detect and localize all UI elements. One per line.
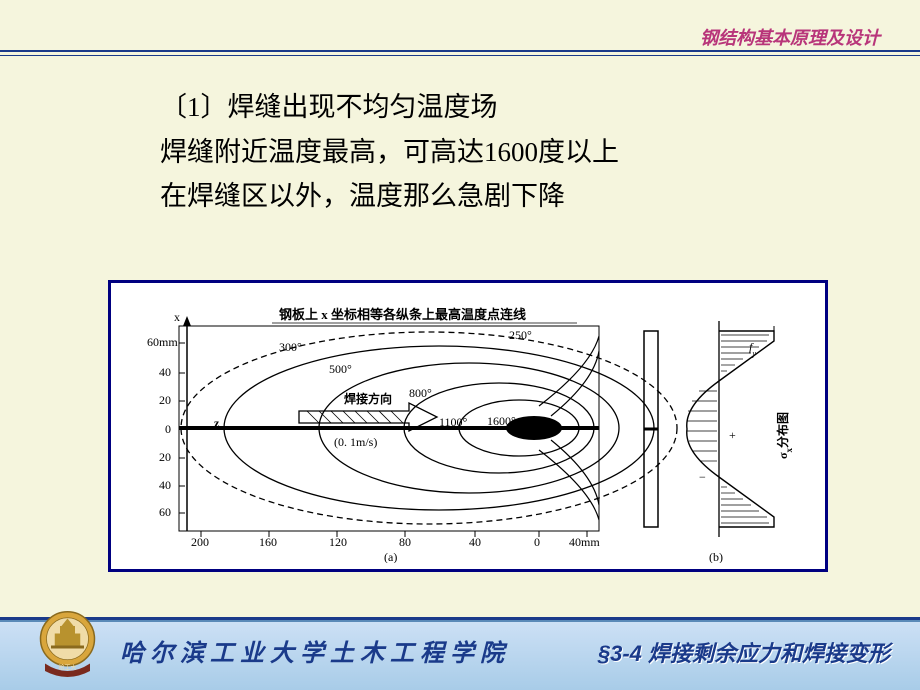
zt0: 200 — [191, 535, 209, 549]
xt6: 60 — [159, 505, 171, 519]
chart-title: 钢板上 x 坐标相等各纵条上最高温度点连线 — [279, 307, 526, 322]
university-seal-icon: 哈工大 — [30, 605, 105, 680]
xt2: 20 — [159, 393, 171, 407]
zt4: 40 — [469, 535, 481, 549]
panel-a-label: (a) — [384, 550, 397, 563]
x-axis-label: x — [174, 310, 180, 324]
zt3: 80 — [399, 535, 411, 549]
iso-500: 500° — [329, 362, 352, 376]
xt3: 0 — [165, 422, 171, 436]
main-text: 〔1〕焊缝出现不均匀温度场 焊缝附近温度最高，可高达1600度以上 在焊缝区以外… — [160, 85, 619, 219]
iso-800: 800° — [409, 386, 432, 400]
university-name: 哈 尔 滨 工 业 大 学 土 木 工 程 学 院 — [120, 633, 504, 668]
text-line-1: 〔1〕焊缝出现不均匀温度场 — [160, 85, 619, 130]
xt0: 60mm — [147, 335, 178, 349]
temperature-field-diagram: x z 焊接方向 (0. 1m/s) — [119, 291, 819, 563]
text-line-3: 在焊缝区以外，温度那么急剧下降 — [160, 174, 619, 219]
welding-direction-label: 焊接方向 — [344, 391, 392, 406]
zt1: 160 — [259, 535, 277, 549]
welding-speed-label: (0. 1m/s) — [334, 435, 377, 449]
iso-1100: 1100° — [439, 415, 468, 429]
header-rule-2 — [0, 55, 920, 56]
zt2: 120 — [329, 535, 347, 549]
minus-label: − — [699, 470, 706, 484]
sigma-label: σx分布图 — [775, 412, 794, 459]
zt5: 0 — [534, 535, 540, 549]
xt1: 40 — [159, 365, 171, 379]
z-axis-label: z — [214, 416, 220, 430]
iso-300: 300° — [279, 340, 302, 354]
figure-inner: x z 焊接方向 (0. 1m/s) — [119, 291, 817, 561]
zt6: 40mm — [569, 535, 600, 549]
text-line-2: 焊缝附近温度最高，可高达1600度以上 — [160, 130, 619, 175]
xt4: 20 — [159, 450, 171, 464]
header-rule-1 — [0, 50, 920, 52]
iso-1600: 1600° — [487, 414, 516, 428]
xt5: 40 — [159, 478, 171, 492]
course-title: 钢结构基本原理及设计 — [700, 24, 880, 50]
figure-frame: x z 焊接方向 (0. 1m/s) — [108, 280, 828, 572]
iso-250: 250° — [509, 328, 532, 342]
plus-label: + — [729, 428, 736, 442]
panel-b-label: (b) — [709, 550, 723, 563]
section-label: §3-4 焊接剩余应力和焊接变形 — [598, 636, 890, 668]
